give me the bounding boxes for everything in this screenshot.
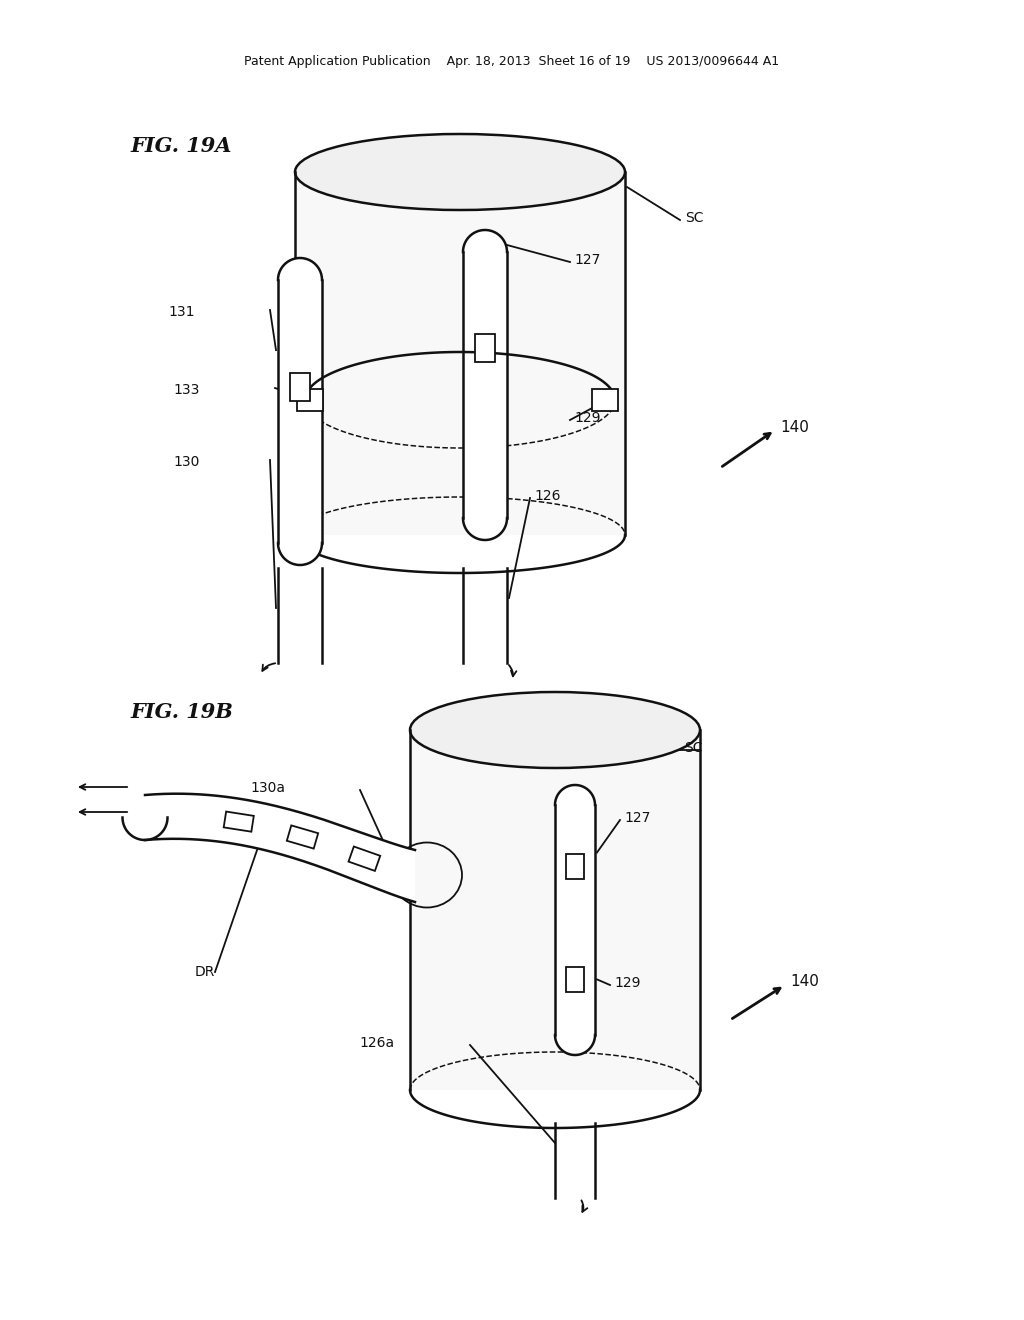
Bar	[223, 812, 254, 832]
Ellipse shape	[295, 135, 625, 210]
Text: 129: 129	[574, 411, 600, 425]
Text: SC: SC	[684, 741, 702, 755]
Text: 130: 130	[174, 455, 200, 469]
Text: SC: SC	[685, 211, 703, 224]
Bar	[410, 730, 700, 1090]
Polygon shape	[145, 793, 415, 902]
Text: 131: 131	[169, 305, 195, 319]
Polygon shape	[555, 785, 595, 1055]
Text: FIG. 19A: FIG. 19A	[130, 136, 231, 156]
Bar	[295, 172, 625, 535]
Text: 129: 129	[614, 975, 640, 990]
Text: 126a: 126a	[359, 1036, 395, 1049]
Bar	[290, 374, 310, 401]
Bar	[287, 825, 318, 849]
Bar	[475, 334, 495, 362]
Text: FIG. 19B: FIG. 19B	[130, 702, 232, 722]
Text: Patent Application Publication    Apr. 18, 2013  Sheet 16 of 19    US 2013/00966: Patent Application Publication Apr. 18, …	[245, 55, 779, 69]
Text: 140: 140	[780, 421, 809, 436]
Bar	[592, 389, 618, 411]
Polygon shape	[278, 257, 322, 565]
Text: 140: 140	[790, 974, 819, 990]
Bar	[566, 966, 584, 991]
Text: 127: 127	[624, 810, 650, 825]
Text: 133: 133	[174, 383, 200, 397]
Ellipse shape	[410, 692, 700, 768]
Bar	[566, 854, 584, 879]
Text: 127: 127	[574, 253, 600, 267]
Bar	[297, 389, 323, 411]
Text: DR: DR	[195, 965, 215, 979]
Polygon shape	[463, 230, 507, 540]
Bar	[348, 846, 380, 871]
Text: DR: DR	[220, 822, 241, 837]
Text: 126: 126	[534, 488, 560, 503]
Text: 130a: 130a	[250, 781, 285, 795]
